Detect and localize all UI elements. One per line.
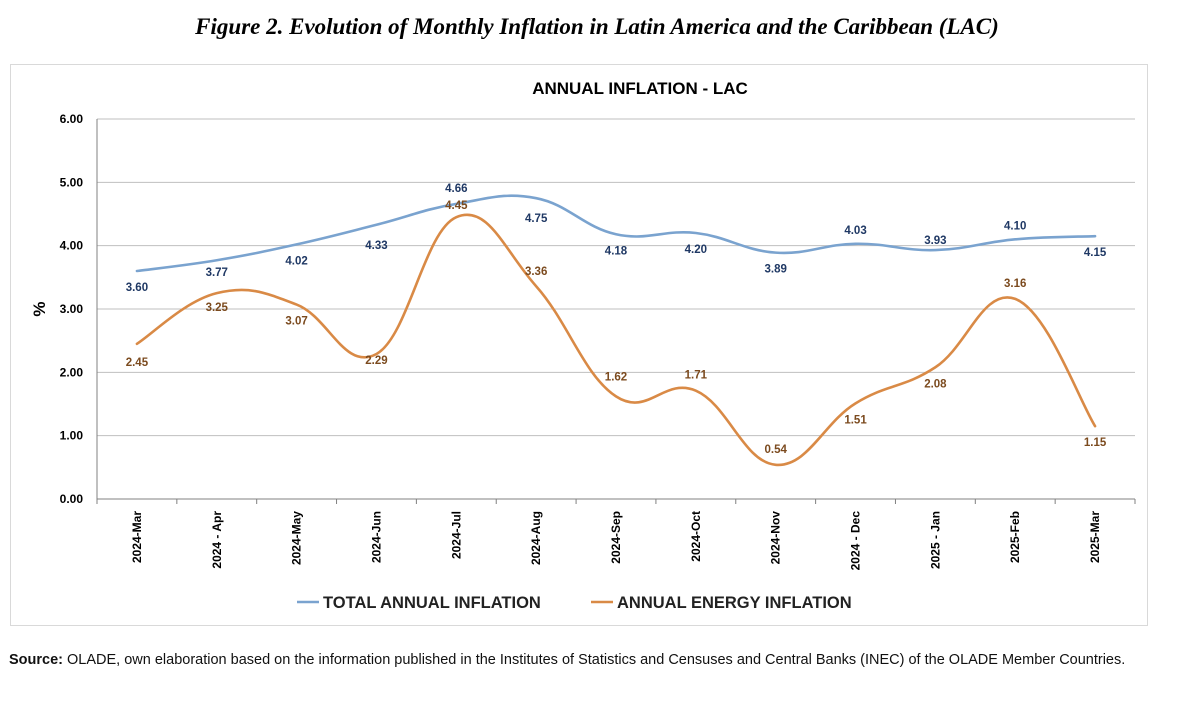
x-tick-label: 2024-Sep (609, 511, 623, 564)
total-inflation-data-label: 3.60 (126, 282, 148, 294)
energy-inflation-data-label: 1.71 (685, 370, 708, 382)
total-inflation-data-label: 4.20 (685, 244, 707, 256)
y-tick-label: 2.00 (60, 365, 84, 379)
legend-label-total: TOTAL ANNUAL INFLATION (323, 594, 541, 612)
total-inflation-data-label: 4.75 (525, 213, 548, 225)
x-tick-label: 2024 - Dec (849, 511, 863, 571)
chart-container: ANNUAL INFLATION - LAC% 0.00 1.00 2.00 3.00 4… (10, 64, 1148, 626)
energy-inflation-data-label: 2.29 (365, 355, 387, 367)
figure-title: Figure 2. Evolution of Monthly Inflation… (195, 14, 999, 39)
energy-inflation-data-label: 2.45 (126, 357, 149, 369)
x-tick-label: 2024-Jun (369, 511, 383, 563)
energy-inflation-data-label: 1.62 (605, 371, 627, 383)
source-label: Source: (9, 652, 63, 668)
energy-inflation-data-label: 0.54 (764, 444, 787, 456)
energy-inflation-data-label: 3.25 (206, 302, 229, 314)
total-inflation-data-label: 4.15 (1084, 247, 1107, 259)
total-inflation-data-label: 4.33 (365, 240, 387, 252)
chart-title: ANNUAL INFLATION - LAC (532, 79, 748, 98)
total-inflation-data-label: 3.93 (924, 235, 946, 247)
energy-inflation-data-label: 3.16 (1004, 278, 1026, 290)
x-tick-label: 2024-Oct (689, 511, 703, 562)
y-tick-label: 1.00 (60, 429, 84, 443)
y-tick-label: 0.00 (60, 492, 84, 506)
x-tick-label: 2024 - Apr (210, 511, 224, 569)
total-inflation-data-label: 4.10 (1004, 220, 1026, 232)
total-inflation-data-label: 4.03 (844, 225, 866, 237)
energy-inflation-data-label: 3.36 (525, 266, 547, 278)
energy-inflation-line (135, 213, 1097, 467)
y-tick-label: 6.00 (60, 112, 84, 126)
source-note: Source: OLADE, own elaboration based on … (9, 648, 1179, 672)
legend-label-energy: ANNUAL ENERGY INFLATION (617, 594, 852, 612)
energy-inflation-data-label: 4.45 (445, 200, 468, 212)
x-tick-label: 2024-Jul (449, 511, 463, 559)
y-tick-label: 3.00 (60, 302, 84, 316)
y-tick-label: 5.00 (60, 175, 84, 189)
x-tick-label: 2024-Mar (130, 511, 144, 563)
x-tick-label: 2025-Feb (1008, 511, 1022, 563)
x-tick-label: 2024-Aug (529, 511, 543, 565)
y-axis-label: % (30, 301, 49, 316)
total-inflation-data-label: 3.89 (764, 264, 786, 276)
line-chart: ANNUAL INFLATION - LAC% 0.00 1.00 2.00 3.00 4… (30, 79, 1136, 612)
energy-inflation-data-label: 1.51 (844, 414, 867, 426)
energy-inflation-data-label: 3.07 (285, 316, 307, 328)
y-tick-label: 4.00 (60, 239, 84, 253)
total-inflation-data-label: 4.02 (285, 255, 307, 267)
x-tick-label: 2024-May (290, 511, 304, 565)
total-inflation-data-label: 4.66 (445, 183, 467, 195)
energy-inflation-data-label: 2.08 (924, 378, 947, 390)
energy-inflation-data-label: 1.15 (1084, 437, 1107, 449)
source-text: OLADE, own elaboration based on the info… (63, 652, 1126, 668)
total-inflation-line (135, 194, 1097, 273)
total-inflation-data-label: 4.18 (605, 245, 628, 257)
x-tick-label: 2025 - Jan (928, 511, 942, 569)
x-tick-label: 2025-Mar (1088, 511, 1102, 563)
x-tick-label: 2024-Nov (769, 511, 783, 565)
total-inflation-data-label: 3.77 (206, 267, 228, 279)
